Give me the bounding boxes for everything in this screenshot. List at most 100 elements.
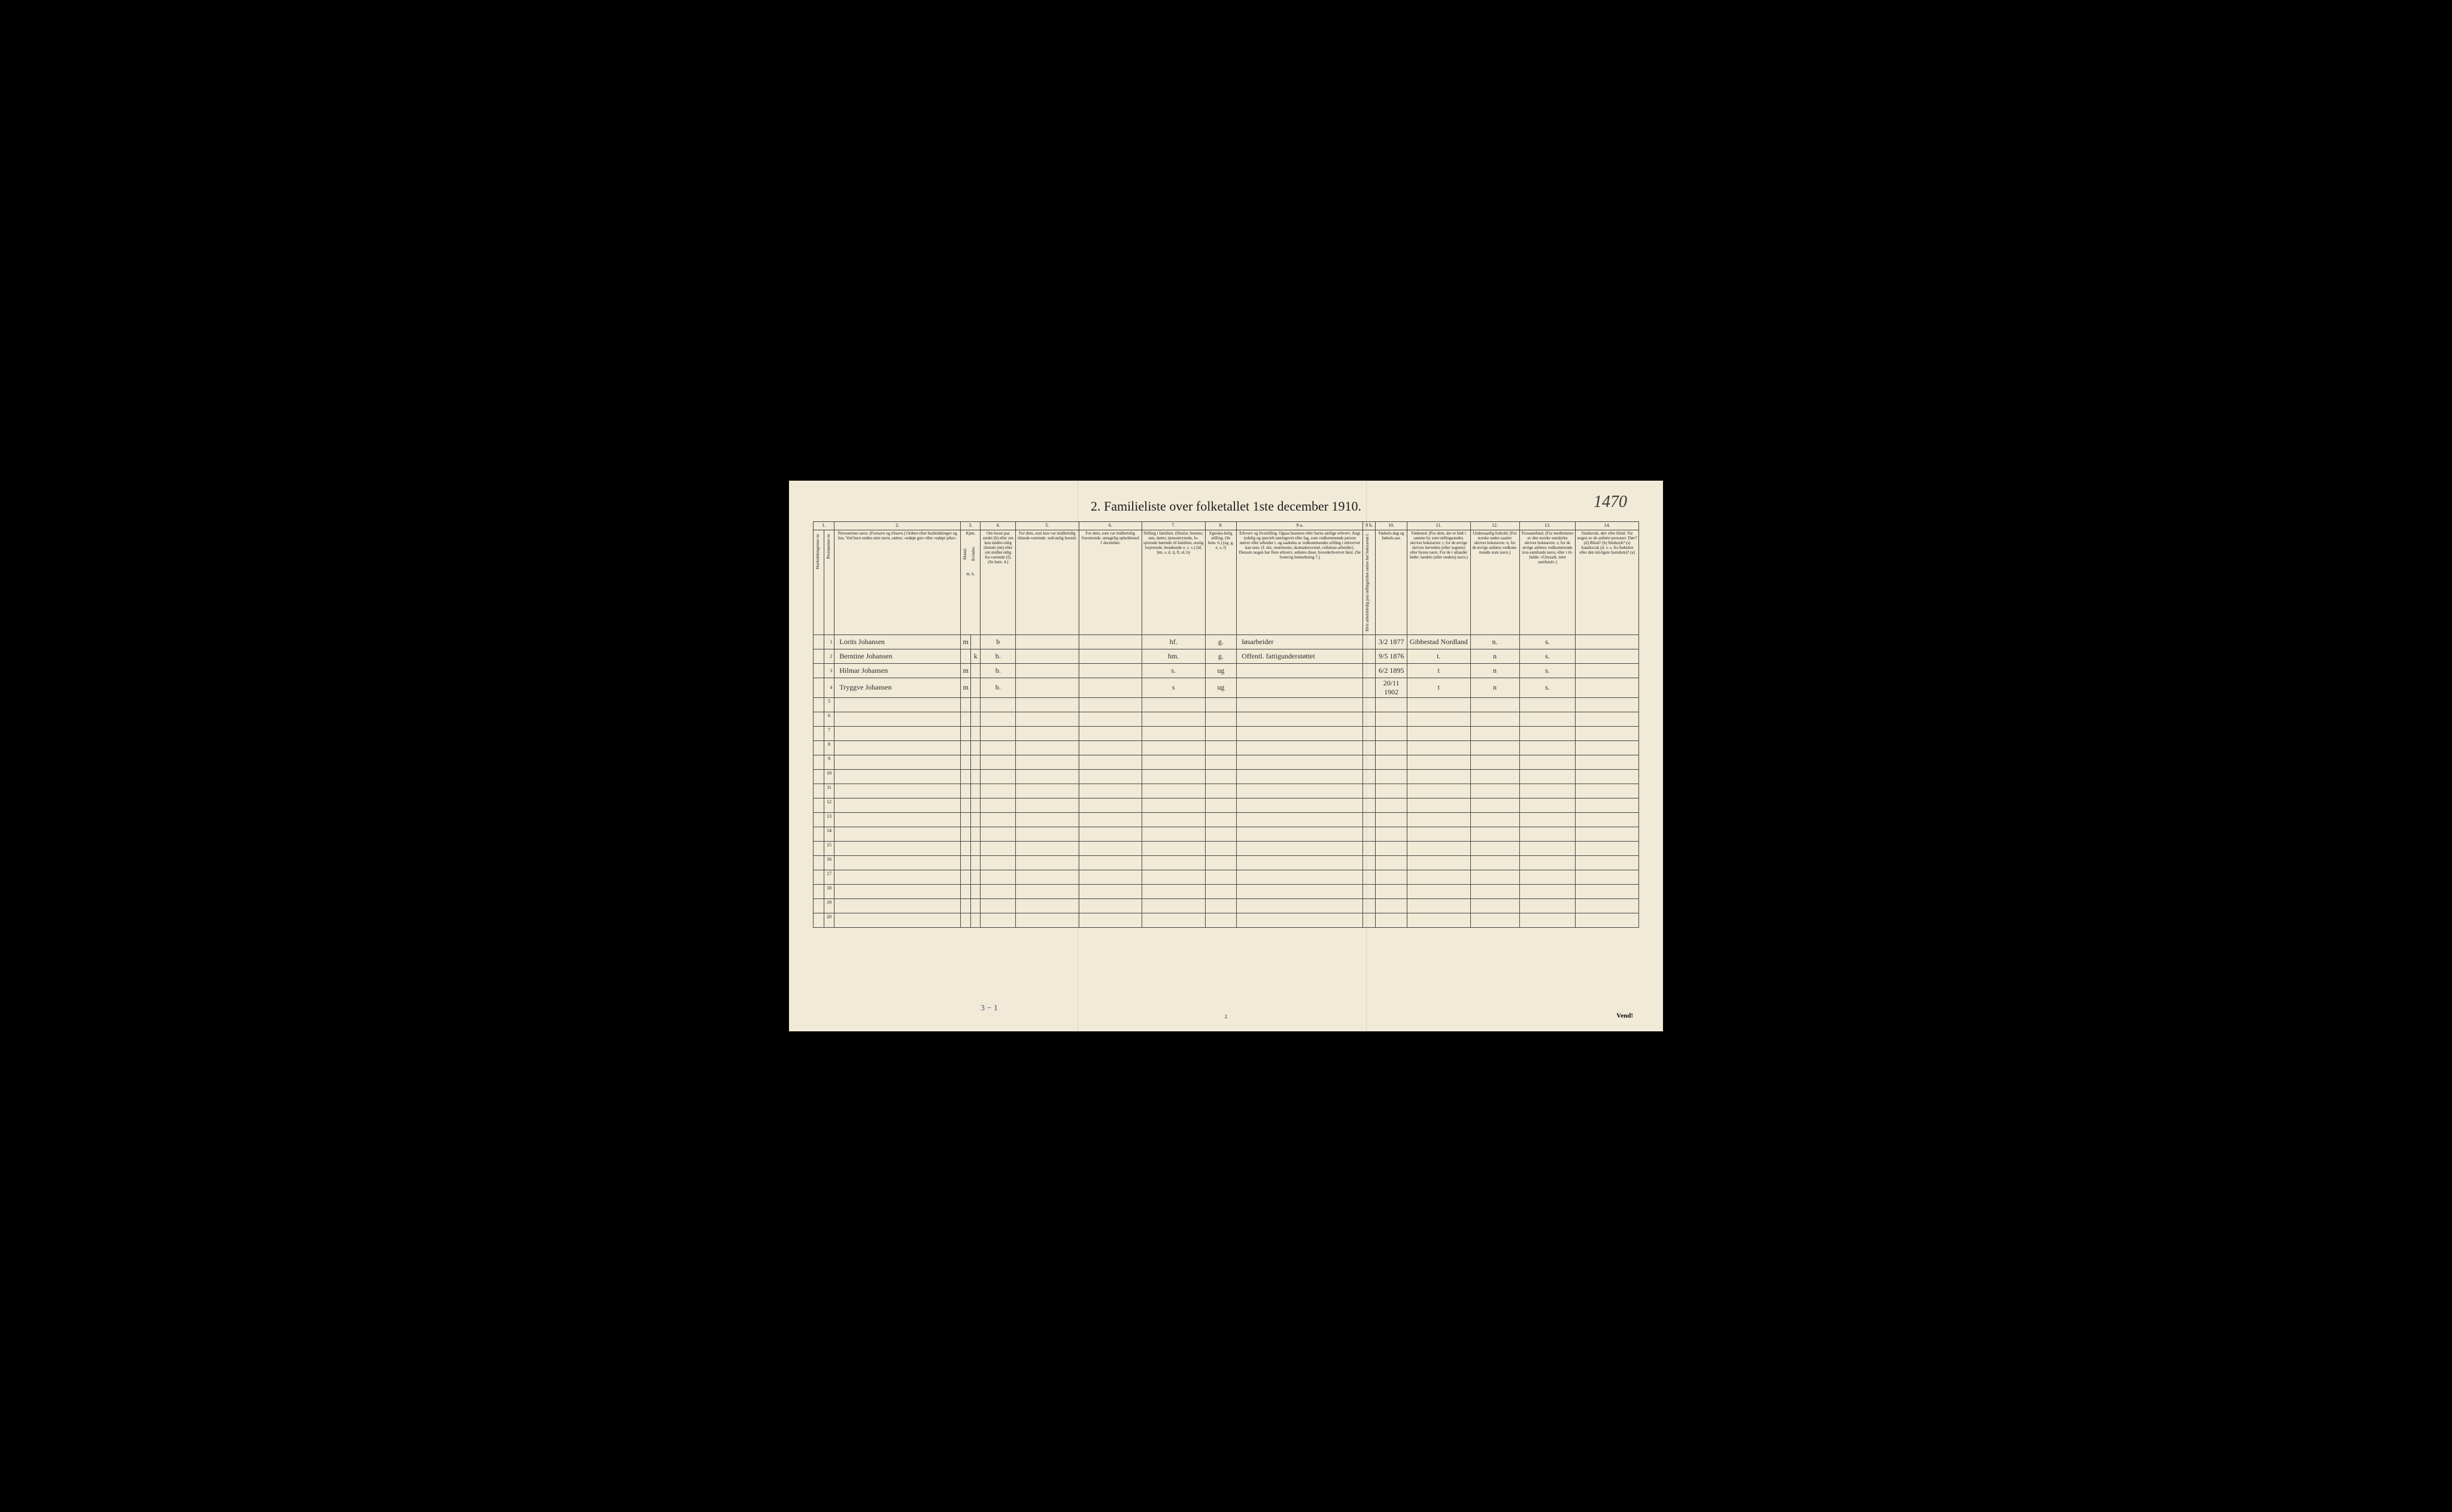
religion-cell: s. (1519, 678, 1576, 697)
table-row-empty: 18 (814, 884, 1639, 898)
empty-cell (981, 898, 1016, 913)
empty-cell (1363, 755, 1376, 769)
empty-cell (981, 812, 1016, 827)
birth-cell: 9/5 1876 (1376, 649, 1407, 663)
empty-cell (961, 841, 971, 855)
empty-cell (1407, 798, 1470, 812)
empty-cell (1576, 740, 1639, 755)
empty-cell (961, 755, 971, 769)
person-nr-cell: 17 (824, 870, 834, 884)
empty-cell (1205, 898, 1237, 913)
empty-cell (1016, 784, 1079, 798)
empty-cell (1205, 697, 1237, 712)
empty-cell (1079, 798, 1142, 812)
empty-cell (1376, 855, 1407, 870)
empty-cell (1376, 870, 1407, 884)
empty-cell (1576, 755, 1639, 769)
occupation-cell (1237, 678, 1363, 697)
empty-cell (981, 712, 1016, 726)
empty-cell (1407, 755, 1470, 769)
residence-cell: b. (981, 678, 1016, 697)
empty-cell (1576, 798, 1639, 812)
household-cell (814, 898, 824, 913)
person-nr-cell: 5 (824, 697, 834, 712)
empty-cell (1519, 870, 1576, 884)
empty-cell (971, 870, 981, 884)
empty-cell (1016, 898, 1079, 913)
empty-cell (1237, 798, 1363, 812)
empty-cell (1142, 884, 1205, 898)
marital-cell: ug (1205, 663, 1237, 678)
footer-vend: Vend! (1616, 1012, 1633, 1019)
empty-cell (1576, 898, 1639, 913)
colnum-3: 3. (961, 522, 981, 530)
empty-cell (1470, 755, 1519, 769)
col6-cell (1079, 663, 1142, 678)
family-cell: s. (1142, 663, 1205, 678)
empty-cell (1142, 769, 1205, 784)
empty-cell (834, 913, 961, 927)
empty-cell (1376, 827, 1407, 841)
empty-cell (1205, 855, 1237, 870)
empty-cell (1407, 827, 1470, 841)
empty-cell (1407, 712, 1470, 726)
birth-cell: 6/2 1895 (1376, 663, 1407, 678)
table-row-empty: 6 (814, 712, 1639, 726)
occupation-cell: Offentl. fattigunderstøttet (1237, 649, 1363, 663)
empty-cell (1576, 726, 1639, 740)
empty-cell (971, 712, 981, 726)
empty-cell (834, 726, 961, 740)
empty-cell (1016, 855, 1079, 870)
empty-cell (1576, 827, 1639, 841)
empty-cell (1205, 769, 1237, 784)
birthplace-cell: t (1407, 663, 1470, 678)
household-cell (814, 712, 824, 726)
empty-cell (1576, 913, 1639, 927)
empty-cell (1470, 884, 1519, 898)
empty-cell (1237, 769, 1363, 784)
colnum-4: 4. (981, 522, 1016, 530)
nationality-cell: n (1470, 678, 1519, 697)
empty-cell (961, 827, 971, 841)
empty-cell (1079, 740, 1142, 755)
empty-cell (1376, 812, 1407, 827)
empty-cell (1237, 870, 1363, 884)
empty-cell (1519, 755, 1576, 769)
person-nr-cell: 7 (824, 726, 834, 740)
col6-cell (1079, 649, 1142, 663)
nationality-cell: n. (1470, 634, 1519, 649)
empty-cell (1142, 740, 1205, 755)
empty-cell (961, 812, 971, 827)
empty-cell (834, 812, 961, 827)
empty-cell (1363, 913, 1376, 927)
empty-cell (1205, 812, 1237, 827)
empty-cell (1205, 784, 1237, 798)
empty-cell (834, 712, 961, 726)
empty-cell (1142, 855, 1205, 870)
table-row-empty: 10 (814, 769, 1639, 784)
empty-cell (981, 784, 1016, 798)
table-row-empty: 16 (814, 855, 1639, 870)
empty-cell (1363, 870, 1376, 884)
marital-cell: g. (1205, 634, 1237, 649)
empty-cell (1016, 827, 1079, 841)
col5-cell (1016, 678, 1079, 697)
empty-cell (1016, 769, 1079, 784)
empty-cell (981, 769, 1016, 784)
col5-cell (1016, 649, 1079, 663)
empty-cell (971, 855, 981, 870)
colnum-6: 6. (1079, 522, 1142, 530)
empty-cell (971, 726, 981, 740)
empty-cell (971, 697, 981, 712)
household-cell (814, 884, 824, 898)
occupation-cell: løsarbeider (1237, 634, 1363, 649)
marital-cell: g. (1205, 649, 1237, 663)
religion-cell: s. (1519, 634, 1576, 649)
family-cell: hm. (1142, 649, 1205, 663)
empty-cell (1407, 726, 1470, 740)
empty-cell (1363, 740, 1376, 755)
empty-cell (1016, 913, 1079, 927)
colnum-13: 13. (1519, 522, 1576, 530)
sex-m-cell: m (961, 634, 971, 649)
unemployed-cell (1363, 634, 1376, 649)
